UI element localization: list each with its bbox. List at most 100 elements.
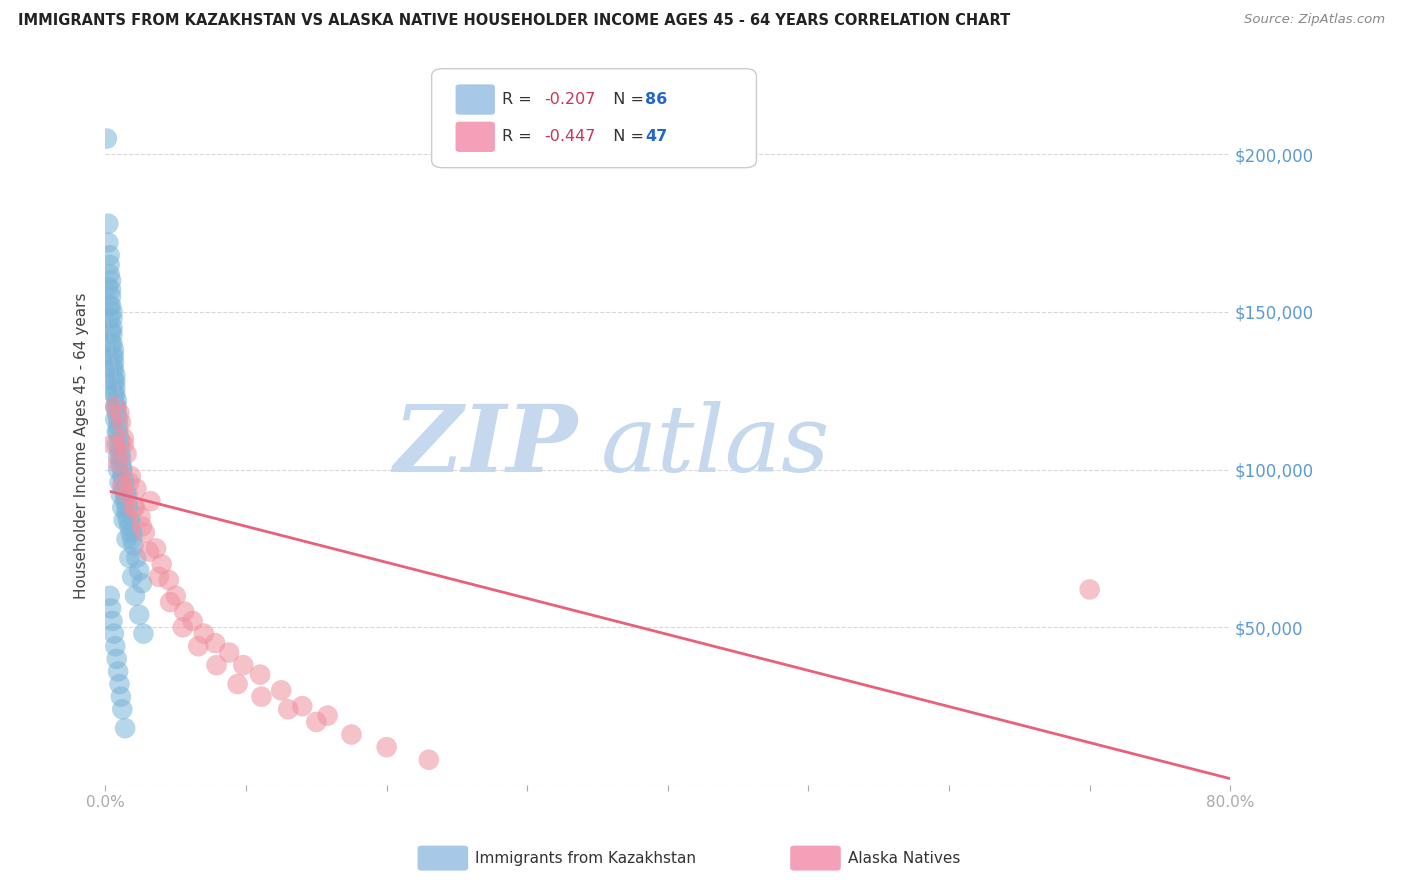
Point bbox=[103, 349, 125, 363]
Text: Immigrants from Kazakhstan: Immigrants from Kazakhstan bbox=[475, 851, 696, 865]
Point bbox=[103, 375, 125, 389]
Point bbox=[218, 646, 240, 660]
Point bbox=[277, 702, 299, 716]
Point bbox=[101, 336, 124, 351]
Point bbox=[107, 665, 129, 679]
Text: 86: 86 bbox=[645, 92, 668, 107]
Point bbox=[118, 550, 141, 565]
Point bbox=[181, 614, 204, 628]
Point bbox=[104, 387, 127, 401]
Point bbox=[117, 513, 139, 527]
Text: R =: R = bbox=[502, 129, 537, 145]
Point bbox=[125, 482, 148, 496]
Point bbox=[114, 721, 136, 735]
Text: R =: R = bbox=[502, 92, 537, 107]
Point bbox=[159, 595, 181, 609]
Point bbox=[132, 626, 155, 640]
Point bbox=[107, 412, 129, 426]
Point bbox=[150, 558, 173, 572]
Point bbox=[121, 532, 143, 546]
Point bbox=[100, 336, 122, 351]
Point bbox=[107, 463, 129, 477]
Point bbox=[111, 469, 134, 483]
Point bbox=[104, 412, 127, 426]
Point bbox=[157, 573, 180, 587]
Point bbox=[104, 400, 127, 414]
Point bbox=[340, 727, 363, 741]
Y-axis label: Householder Income Ages 45 - 64 years: Householder Income Ages 45 - 64 years bbox=[75, 293, 90, 599]
Point bbox=[97, 279, 120, 293]
Point bbox=[172, 620, 194, 634]
Point bbox=[111, 478, 134, 492]
Point bbox=[100, 289, 122, 303]
Point bbox=[249, 667, 271, 681]
Text: atlas: atlas bbox=[600, 401, 830, 491]
Point bbox=[104, 381, 127, 395]
Point bbox=[316, 708, 339, 723]
Point bbox=[112, 475, 135, 490]
Point bbox=[124, 589, 146, 603]
Point bbox=[115, 447, 138, 461]
Point bbox=[98, 589, 121, 603]
Point bbox=[110, 690, 132, 704]
Point bbox=[128, 564, 150, 578]
Point bbox=[232, 658, 254, 673]
Point bbox=[101, 614, 124, 628]
Point bbox=[270, 683, 292, 698]
Text: ZIP: ZIP bbox=[394, 401, 578, 491]
Point bbox=[125, 550, 148, 565]
Point bbox=[134, 525, 156, 540]
Point bbox=[98, 267, 121, 281]
Point bbox=[114, 488, 136, 502]
Point bbox=[103, 387, 125, 401]
Point bbox=[101, 437, 124, 451]
Point bbox=[96, 131, 118, 145]
Point bbox=[112, 513, 135, 527]
Point bbox=[107, 456, 129, 470]
Point bbox=[118, 519, 141, 533]
Point bbox=[100, 601, 122, 615]
Point bbox=[110, 456, 132, 470]
Point bbox=[122, 538, 145, 552]
Point bbox=[131, 519, 153, 533]
Point bbox=[165, 589, 187, 603]
Point bbox=[103, 355, 125, 369]
Point bbox=[110, 450, 132, 464]
Point bbox=[112, 437, 135, 451]
Point bbox=[101, 311, 124, 326]
Point bbox=[107, 418, 129, 433]
Point bbox=[107, 450, 129, 464]
Point bbox=[120, 525, 142, 540]
Point bbox=[97, 235, 120, 250]
Point bbox=[104, 368, 127, 382]
Point bbox=[108, 475, 131, 490]
Point bbox=[111, 702, 134, 716]
Point bbox=[98, 258, 121, 272]
Point bbox=[129, 510, 152, 524]
Point bbox=[103, 343, 125, 357]
Point bbox=[98, 299, 121, 313]
Point bbox=[110, 415, 132, 429]
Point bbox=[97, 217, 120, 231]
Point bbox=[108, 443, 131, 458]
Point bbox=[104, 375, 127, 389]
Text: N =: N = bbox=[603, 92, 650, 107]
Point bbox=[101, 361, 124, 376]
Point bbox=[107, 425, 129, 439]
Point bbox=[124, 500, 146, 515]
Text: IMMIGRANTS FROM KAZAKHSTAN VS ALASKA NATIVE HOUSEHOLDER INCOME AGES 45 - 64 YEAR: IMMIGRANTS FROM KAZAKHSTAN VS ALASKA NAT… bbox=[18, 13, 1011, 29]
Point bbox=[108, 437, 131, 451]
Point bbox=[121, 570, 143, 584]
Point bbox=[110, 488, 132, 502]
Point bbox=[128, 607, 150, 622]
Point bbox=[291, 699, 314, 714]
Point bbox=[112, 431, 135, 445]
Text: N =: N = bbox=[603, 129, 650, 145]
Text: -0.207: -0.207 bbox=[544, 92, 596, 107]
Text: Source: ZipAtlas.com: Source: ZipAtlas.com bbox=[1244, 13, 1385, 27]
Point bbox=[173, 605, 195, 619]
Text: 47: 47 bbox=[645, 129, 668, 145]
Point bbox=[105, 393, 128, 408]
Point bbox=[105, 400, 128, 414]
Point bbox=[103, 361, 125, 376]
